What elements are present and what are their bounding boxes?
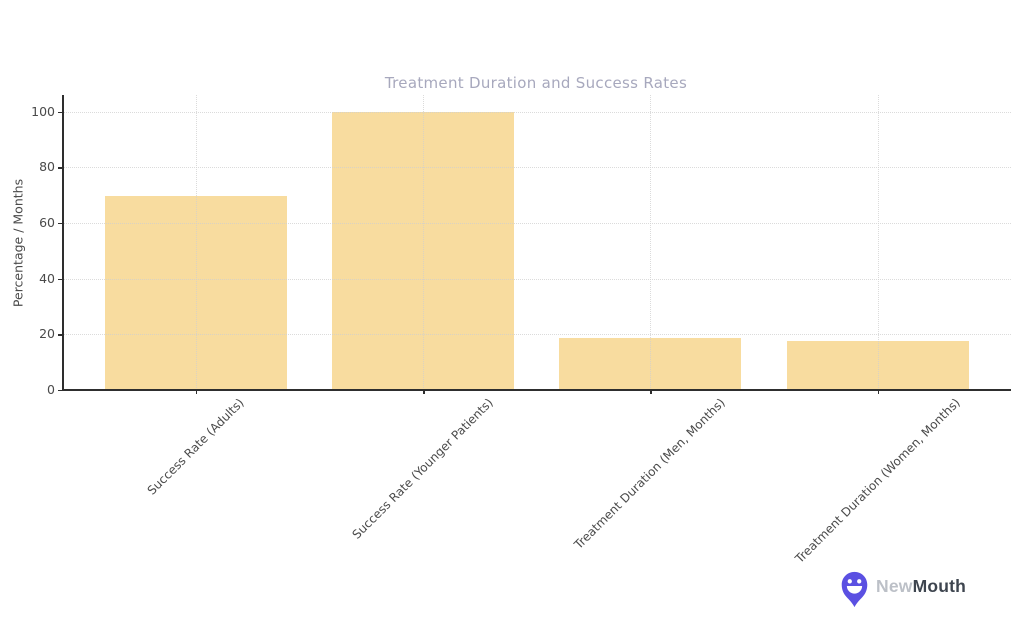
gridline-vertical: [877, 95, 879, 390]
y-tick-label: 100: [31, 103, 55, 119]
x-tick-label: Treatment Duration (Men, Months): [571, 395, 729, 552]
smiley-pin-icon: [841, 571, 868, 607]
brand-name-first: New: [876, 575, 913, 596]
y-tick-mark: [58, 278, 62, 280]
y-tick-label: 60: [39, 214, 55, 230]
x-tick-mark: [650, 390, 652, 394]
gridline-horizontal: [62, 222, 1011, 224]
x-tick-label: Success Rate (Adults): [144, 395, 247, 498]
gridline-horizontal: [62, 167, 1011, 169]
chart-title: Treatment Duration and Success Rates: [384, 74, 688, 92]
y-tick-mark: [58, 222, 62, 225]
x-tick-mark: [196, 390, 198, 394]
y-tick-label: 0: [47, 382, 55, 397]
gridline-vertical: [196, 95, 197, 390]
x-tick-label: Treatment Duration (Women, Months): [792, 395, 963, 567]
brand-logo: NewMouth: [841, 567, 966, 611]
y-tick-label: 20: [39, 326, 55, 342]
y-tick-mark: [58, 111, 62, 113]
y-tick-label: 80: [39, 159, 55, 175]
gridline-horizontal: [62, 278, 1011, 280]
brand-name-second: Mouth: [912, 575, 967, 596]
y-tick-mark: [58, 390, 62, 392]
gridline-vertical: [650, 95, 652, 390]
y-tick-mark: [58, 334, 62, 336]
x-tick-label: Success Rate (Younger Patients): [349, 395, 496, 543]
y-axis-line: [62, 95, 64, 391]
brand-name: NewMouth: [876, 576, 966, 597]
y-tick-label: 40: [39, 270, 55, 286]
gridline-horizontal: [62, 334, 1011, 336]
gridline-horizontal: [62, 111, 1011, 113]
gridline-vertical: [423, 95, 425, 390]
y-tick-mark: [58, 167, 62, 169]
x-tick-mark: [423, 390, 425, 394]
x-tick-mark: [877, 390, 879, 394]
x-axis-line: [62, 389, 1011, 391]
